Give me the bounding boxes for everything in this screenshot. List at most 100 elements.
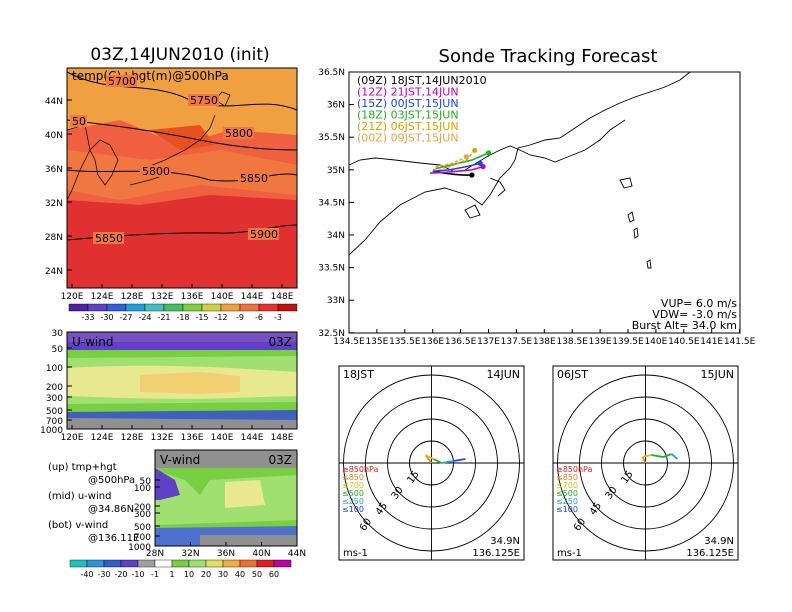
lon-tick-label: 148E: [271, 433, 294, 443]
polar-level-label: ≤100: [556, 505, 578, 514]
polar-level-label: ≤500: [342, 489, 364, 498]
colorbar-label: -6: [255, 313, 263, 322]
colorbar-swatch: [182, 303, 203, 312]
polar-lat: 34.9N: [704, 536, 734, 547]
pressure-tick-label: 500: [46, 407, 63, 417]
lon-tick-label: 135E: [365, 337, 388, 347]
colorbar-label: -30: [100, 313, 113, 322]
colorbar-swatch: [201, 303, 222, 312]
hodograph-segment: [651, 454, 664, 458]
hodograph-segment: [663, 453, 672, 458]
track-line: [432, 149, 476, 171]
run-legend-item: (09Z) 18JST,14JUN2010: [357, 74, 487, 87]
pressure-tick-label: 50: [140, 477, 152, 487]
lon-tick-label: 137.5E: [501, 337, 533, 347]
lon-tick-label: 141.5E: [724, 337, 756, 347]
legend-line-b: @500hPa: [88, 475, 135, 486]
contour-label-bg: [223, 127, 254, 139]
colorbar-swatch: [103, 559, 122, 568]
burst-param: Burst Alt= 34.0 km: [632, 319, 737, 332]
colorbar-label: -40: [80, 570, 93, 579]
contour-label: 50: [72, 115, 86, 128]
lon-tick-label: 120E: [61, 292, 84, 302]
polar-date: 15JUN: [700, 368, 734, 381]
run-legend-item: (21Z) 06JST,15JUN: [357, 120, 459, 133]
run-legend-item: (12Z) 21JST,14JUN: [357, 86, 459, 99]
colorbar-label: -1: [151, 570, 159, 579]
hodograph-segment: [641, 456, 647, 464]
lon-tick-label: 136E: [181, 292, 204, 302]
contour-label-bg: [248, 228, 279, 240]
contour-labels: 5700 5750 50 5800 5800 5850 5850 5900: [70, 75, 279, 245]
colorbar-label: -33: [81, 313, 94, 322]
lon-tick-label: 134.5E: [333, 337, 365, 347]
vwind-panel: [155, 450, 297, 546]
uwind-label: U-wind: [72, 335, 113, 349]
colorbar-swatch: [277, 303, 298, 312]
colorbar-label: -24: [138, 313, 151, 322]
colorbar-label: 60: [269, 570, 279, 579]
colorbar-swatch: [256, 559, 275, 568]
lon-tick-label: 148E: [271, 292, 294, 302]
contour-label: 5750: [190, 94, 218, 107]
coastline-map: [348, 71, 691, 269]
track-lon-ticks: 134.5E 135E 135.5E 136E 136.5E 137E 137.5E 138E…: [333, 329, 756, 347]
polar-time: 18JST: [343, 368, 374, 381]
hodograph-segment: [441, 460, 454, 464]
polar-time: 06JST: [557, 368, 588, 381]
polar-level-label: ≥850hPa: [556, 465, 593, 474]
vwind-frame: [154, 449, 298, 547]
colorbar-swatch: [120, 559, 139, 568]
pressure-tick-label: 300: [134, 510, 151, 520]
polar-level-label: ≤850: [342, 473, 364, 482]
track-endpoint: [472, 147, 478, 153]
colorbar-swatch: [87, 303, 108, 312]
tracking-title: Sonde Tracking Forecast: [439, 46, 658, 67]
colorbar-swatch: [258, 303, 279, 312]
pressure-tick-label: 1000: [128, 543, 151, 553]
lat-tick-label: 35N: [327, 166, 345, 176]
lon-tick-label: 139E: [589, 337, 612, 347]
track-endpoint: [469, 172, 475, 178]
pressure-tick-label: 300: [46, 394, 63, 404]
lat-tick-label: 35.5N: [318, 133, 345, 143]
lat-tick-label: 36N: [327, 101, 345, 111]
colorbar-swatch: [106, 303, 127, 312]
legend-line-b: @136.11E: [88, 533, 139, 544]
colorbar-label: -12: [214, 313, 227, 322]
map-label: temp(C)+hgt(m)@500hPa: [72, 69, 229, 83]
lon-tick-label: 136E: [421, 337, 444, 347]
init-title: 03Z,14JUN2010 (init): [90, 45, 269, 65]
polar-unit: ms-1: [557, 548, 582, 559]
colorbar-label: -30: [97, 570, 110, 579]
lat-tick-label: 28N: [45, 233, 63, 243]
lon-tick-label: 132E: [151, 292, 174, 302]
colorbar-swatch: [273, 559, 292, 568]
map-lat-ticks: 44N 40N 36N 32N 28N 24N: [45, 97, 72, 277]
lon-tick-label: 128E: [121, 433, 144, 443]
legend-line-b: @34.86N: [88, 504, 134, 515]
colorbar-swatch: [222, 559, 241, 568]
track-frame: [348, 71, 741, 334]
colorbar-swatch: [239, 559, 258, 568]
lat-tick-label: 32.5N: [318, 329, 345, 339]
map-frame: [66, 67, 298, 289]
vdw-param: VDW= -3.0 m/s: [652, 308, 737, 321]
temp-colorbar: -33 -30 -27 -24 -21 -18 -15 -12 -9 -6 -3: [68, 303, 298, 322]
lon-tick-label: 144E: [241, 292, 264, 302]
track-endpoint: [463, 154, 469, 160]
pressure-tick-label: 30: [52, 329, 64, 339]
lon-tick-label: 138.5E: [556, 337, 588, 347]
contour-label: 5850: [95, 232, 123, 245]
panel-legend: (up) tmp+hgt @500hPa (mid) u-wind @34.86N (b…: [48, 462, 139, 544]
track-line: [429, 165, 484, 174]
lat-tick-label: 33.5N: [318, 264, 345, 274]
lat-tick-label: 36N: [217, 549, 235, 559]
contour-label-bg: [70, 115, 87, 127]
colorbar-label: 10: [184, 570, 194, 579]
run-legend-item: (00Z) 09JST,15JUN: [357, 132, 459, 145]
contour-label: 5900: [250, 228, 278, 241]
contour-label-bg: [93, 232, 124, 244]
